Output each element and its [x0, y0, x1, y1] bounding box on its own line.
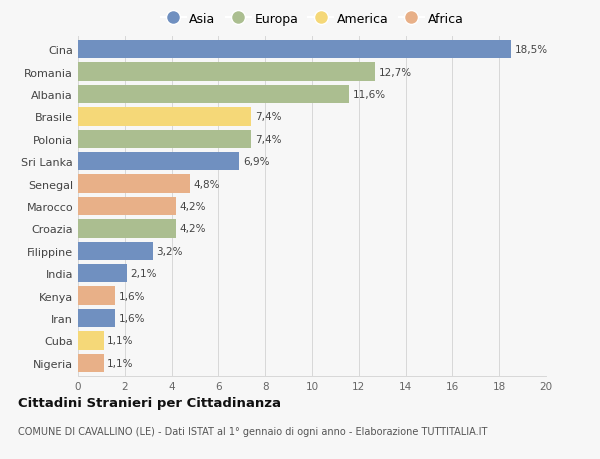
Bar: [78, 354, 104, 372]
Bar: [78, 175, 190, 193]
Text: 1,1%: 1,1%: [107, 358, 134, 368]
Text: 18,5%: 18,5%: [514, 45, 548, 55]
Bar: [78, 86, 349, 104]
Text: 7,4%: 7,4%: [254, 112, 281, 122]
Bar: [78, 309, 115, 327]
Bar: [78, 108, 251, 126]
Text: 2,1%: 2,1%: [131, 269, 157, 279]
Text: 4,2%: 4,2%: [180, 224, 206, 234]
Text: 1,1%: 1,1%: [107, 336, 134, 346]
Legend: Asia, Europa, America, Africa: Asia, Europa, America, Africa: [157, 9, 467, 29]
Text: 7,4%: 7,4%: [254, 134, 281, 145]
Bar: [78, 287, 115, 305]
Bar: [78, 197, 176, 216]
Bar: [78, 41, 511, 59]
Text: 11,6%: 11,6%: [353, 90, 386, 100]
Text: 3,2%: 3,2%: [157, 246, 183, 256]
Bar: [78, 153, 239, 171]
Bar: [78, 264, 127, 283]
Text: 1,6%: 1,6%: [119, 291, 145, 301]
Bar: [78, 130, 251, 149]
Text: 6,9%: 6,9%: [243, 157, 269, 167]
Text: 12,7%: 12,7%: [379, 67, 412, 78]
Text: Cittadini Stranieri per Cittadinanza: Cittadini Stranieri per Cittadinanza: [18, 396, 281, 409]
Text: COMUNE DI CAVALLINO (LE) - Dati ISTAT al 1° gennaio di ogni anno - Elaborazione : COMUNE DI CAVALLINO (LE) - Dati ISTAT al…: [18, 426, 487, 436]
Bar: [78, 242, 153, 260]
Bar: [78, 220, 176, 238]
Text: 4,2%: 4,2%: [180, 202, 206, 212]
Bar: [78, 331, 104, 350]
Text: 4,8%: 4,8%: [194, 179, 220, 189]
Text: 1,6%: 1,6%: [119, 313, 145, 323]
Bar: [78, 63, 375, 82]
